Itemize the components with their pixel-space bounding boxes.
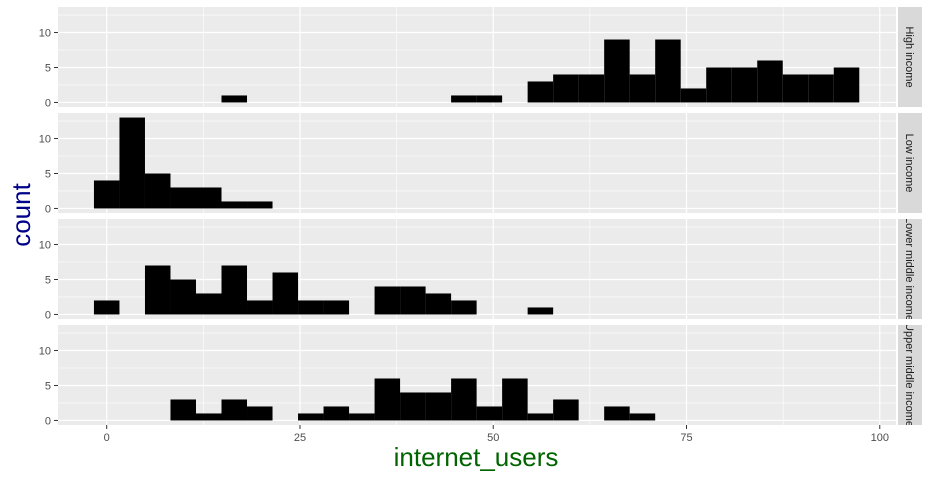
- histogram-bar: [323, 300, 350, 315]
- histogram-bar: [604, 39, 630, 103]
- x-tick-label: 25: [294, 432, 306, 444]
- facet-strip: [898, 325, 922, 425]
- y-tick-label: 5: [45, 274, 51, 286]
- histogram-bar: [170, 399, 196, 421]
- y-tick-label: 10: [39, 240, 51, 252]
- histogram-bar: [451, 95, 477, 103]
- histogram-bar: [221, 95, 248, 103]
- histogram-bar: [578, 74, 605, 103]
- histogram-bar: [833, 67, 860, 103]
- facet-panel: 0 5 10 Upper middle income: [39, 323, 922, 427]
- histogram-bar: [425, 293, 452, 315]
- x-axis: 0 25 50 75 100: [104, 425, 889, 444]
- y-tick-label: 0: [45, 415, 51, 427]
- histogram-bar: [425, 392, 452, 421]
- y-tick-label: 0: [45, 97, 51, 109]
- histogram-bar: [782, 74, 809, 103]
- y-axis-title: count: [6, 182, 36, 246]
- histogram-bar: [170, 187, 196, 209]
- facet-strip: [898, 7, 922, 107]
- histogram-bar: [604, 406, 630, 421]
- facet-panel: 0 5 10 Low income: [39, 113, 922, 215]
- histogram-bar: [221, 201, 248, 209]
- y-tick-label: 10: [39, 346, 51, 358]
- histogram-bar: [119, 117, 145, 209]
- histogram-bar: [272, 272, 299, 315]
- histogram-bar: [247, 201, 273, 209]
- facet-strip-label: Upper middle income: [903, 323, 915, 427]
- histogram-bar: [476, 406, 503, 421]
- y-tick-label: 0: [45, 203, 51, 215]
- y-tick-label: 5: [45, 380, 51, 392]
- histogram-bar: [221, 399, 248, 421]
- y-tick-label: 10: [39, 28, 51, 40]
- y-tick-label: 5: [45, 168, 51, 180]
- histogram-bar: [195, 413, 222, 421]
- x-tick-label: 75: [680, 432, 692, 444]
- histogram-bar: [553, 399, 579, 421]
- histogram-bar: [170, 279, 196, 315]
- x-axis-title: internet_users: [394, 442, 559, 472]
- histogram-bar: [93, 300, 120, 315]
- histogram-bar: [374, 378, 401, 421]
- histogram-bar: [527, 81, 554, 103]
- histogram-bar: [808, 74, 834, 103]
- x-tick-label: 100: [871, 432, 889, 444]
- histogram-bar: [349, 413, 375, 421]
- histogram-bar: [195, 187, 222, 209]
- histogram-bar: [221, 265, 248, 315]
- histogram-bar: [451, 300, 477, 315]
- y-tick-label: 5: [45, 62, 51, 74]
- histogram-bar: [298, 300, 324, 315]
- histogram-bar: [247, 300, 273, 315]
- x-tick-label: 50: [487, 432, 499, 444]
- histogram-bar: [502, 378, 528, 421]
- x-tick-label: 0: [104, 432, 110, 444]
- histogram-bar: [757, 60, 783, 103]
- histogram-bar: [247, 406, 273, 421]
- histogram-bar: [706, 67, 732, 103]
- histogram-bar: [680, 88, 707, 103]
- histogram-bar: [553, 74, 579, 103]
- histogram-bar: [655, 39, 681, 103]
- histogram-bar: [144, 265, 171, 315]
- histogram-bar: [629, 74, 656, 103]
- histogram-bar: [731, 67, 758, 103]
- facet-strip: [898, 113, 922, 213]
- y-tick-label: 10: [39, 134, 51, 146]
- histogram-bar: [374, 286, 401, 315]
- facet-panel: 0 5 10 Lower middle income: [39, 217, 922, 321]
- histogram-bar: [144, 173, 171, 209]
- facet-strip-label: Lower middle income: [903, 217, 915, 321]
- histogram-bar: [476, 95, 503, 103]
- histogram-bar: [93, 180, 120, 209]
- y-tick-label: 0: [45, 309, 51, 321]
- histogram-bar: [527, 413, 554, 421]
- histogram-bar: [451, 378, 477, 421]
- histogram-bar: [400, 392, 426, 421]
- histogram-bar: [629, 413, 656, 421]
- histogram-bar: [195, 293, 222, 315]
- histogram-bar: [527, 307, 554, 315]
- panels-layer: 0 5 10 High income 0 5 10 Low income 0 5 10 Lower m…: [39, 7, 922, 427]
- facet-strip: [898, 219, 922, 319]
- facet-strip-label: High income: [903, 26, 915, 87]
- facet-panel: 0 5 10 High income: [39, 7, 922, 109]
- histogram-bar: [323, 406, 350, 421]
- facet-strip-label: Low income: [903, 134, 915, 193]
- histogram-bar: [400, 286, 426, 315]
- histogram-bar: [298, 413, 324, 421]
